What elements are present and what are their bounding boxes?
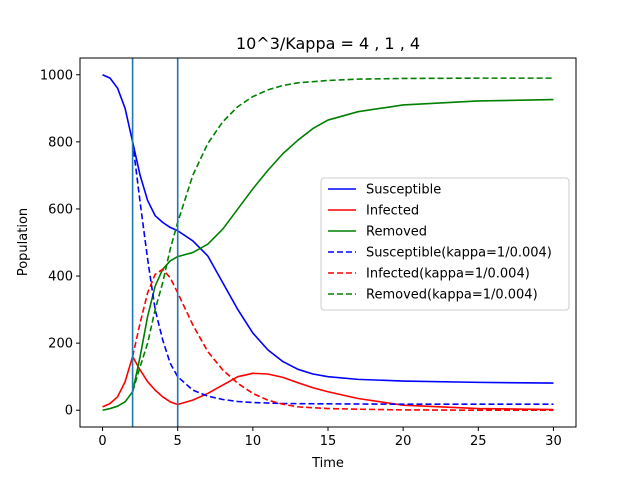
chart-title: 10^3/Kappa = 4 , 1 , 4	[236, 34, 420, 53]
series-line-4	[131, 268, 554, 412]
y-tick-label: 400	[48, 270, 73, 285]
series-line-5	[131, 77, 554, 393]
x-tick-label: 10	[245, 434, 262, 449]
y-tick-label: 1000	[40, 68, 73, 83]
y-tick-label: 0	[65, 404, 73, 419]
y-tick-label: 200	[48, 337, 73, 352]
x-tick-label: 5	[174, 434, 182, 449]
y-tick-label: 600	[48, 202, 73, 217]
x-axis: 0 5 10 15 20 25 30	[98, 427, 562, 449]
y-axis: 0 200 400 600 800 1000	[40, 68, 80, 419]
legend-label: Infected	[366, 204, 419, 219]
y-axis-label: Population	[16, 208, 31, 276]
x-tick-label: 25	[470, 434, 487, 449]
x-tick-label: 0	[98, 434, 106, 449]
legend-label: Removed	[366, 225, 427, 240]
plot-area	[102, 58, 554, 427]
legend-label: Infected(kappa=1/0.004)	[366, 267, 530, 282]
y-tick-label: 800	[48, 135, 73, 150]
legend: Susceptible Infected Removed Susceptible(ka…	[320, 177, 570, 311]
x-tick-label: 30	[545, 434, 562, 449]
x-tick-label: 15	[320, 434, 337, 449]
x-axis-label: Time	[311, 456, 344, 471]
legend-box	[320, 177, 570, 311]
x-tick-label: 20	[395, 434, 412, 449]
legend-label: Susceptible	[366, 183, 441, 198]
legend-label: Removed(kappa=1/0.004)	[366, 288, 538, 303]
legend-label: Susceptible(kappa=1/0.004)	[366, 246, 552, 261]
